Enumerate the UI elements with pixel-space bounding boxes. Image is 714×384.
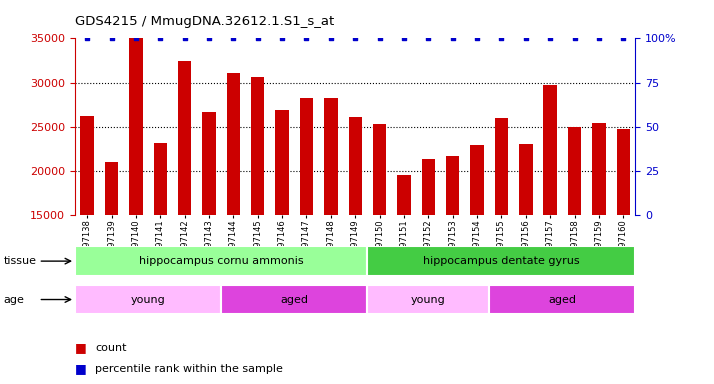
- Point: [252, 35, 263, 41]
- Point: [81, 35, 93, 41]
- Point: [569, 35, 580, 41]
- Point: [374, 35, 386, 41]
- Bar: [300, 98, 313, 348]
- Bar: [75, 247, 368, 276]
- Point: [447, 35, 458, 41]
- Point: [593, 35, 605, 41]
- Bar: [592, 123, 605, 348]
- Bar: [568, 127, 581, 348]
- Bar: [251, 77, 264, 348]
- Bar: [519, 144, 533, 348]
- Bar: [226, 73, 240, 348]
- Point: [154, 35, 166, 41]
- Bar: [446, 156, 459, 348]
- Bar: [129, 38, 143, 348]
- Text: ■: ■: [75, 362, 86, 375]
- Bar: [489, 285, 635, 314]
- Bar: [422, 159, 435, 348]
- Text: hippocampus cornu ammonis: hippocampus cornu ammonis: [139, 256, 303, 266]
- Text: hippocampus dentate gyrus: hippocampus dentate gyrus: [423, 256, 580, 266]
- Bar: [397, 175, 411, 348]
- Point: [301, 35, 312, 41]
- Point: [325, 35, 336, 41]
- Bar: [221, 285, 368, 314]
- Bar: [368, 285, 489, 314]
- Text: aged: aged: [548, 295, 576, 305]
- Text: percentile rank within the sample: percentile rank within the sample: [95, 364, 283, 374]
- Point: [520, 35, 531, 41]
- Bar: [368, 247, 635, 276]
- Point: [130, 35, 141, 41]
- Point: [618, 35, 629, 41]
- Point: [276, 35, 288, 41]
- Text: ■: ■: [75, 341, 86, 354]
- Point: [496, 35, 507, 41]
- Point: [350, 35, 361, 41]
- Point: [545, 35, 556, 41]
- Bar: [348, 117, 362, 348]
- Text: count: count: [95, 343, 126, 353]
- Point: [398, 35, 410, 41]
- Point: [203, 35, 215, 41]
- Point: [228, 35, 239, 41]
- Bar: [202, 112, 216, 348]
- Bar: [75, 285, 221, 314]
- Bar: [324, 98, 338, 348]
- Text: young: young: [131, 295, 166, 305]
- Bar: [373, 124, 386, 348]
- Bar: [276, 110, 288, 348]
- Text: age: age: [4, 295, 24, 305]
- Text: GDS4215 / MmugDNA.32612.1.S1_s_at: GDS4215 / MmugDNA.32612.1.S1_s_at: [75, 15, 334, 28]
- Point: [423, 35, 434, 41]
- Bar: [154, 142, 167, 348]
- Point: [471, 35, 483, 41]
- Bar: [495, 118, 508, 348]
- Bar: [471, 145, 484, 348]
- Text: tissue: tissue: [4, 256, 36, 266]
- Bar: [543, 85, 557, 348]
- Text: aged: aged: [281, 295, 308, 305]
- Text: young: young: [411, 295, 446, 305]
- Bar: [617, 129, 630, 348]
- Point: [106, 35, 117, 41]
- Bar: [81, 116, 94, 348]
- Bar: [105, 162, 119, 348]
- Point: [179, 35, 191, 41]
- Bar: [178, 61, 191, 348]
